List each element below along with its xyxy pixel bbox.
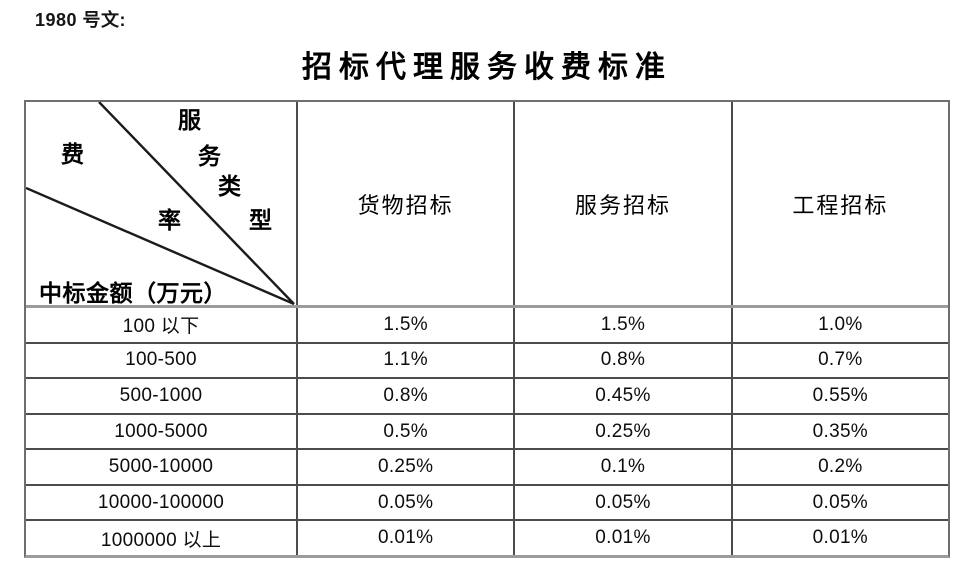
row-goods-cell: 1.5% (298, 308, 516, 342)
table-row: 10000-100000 0.05% 0.05% 0.05% (26, 485, 948, 522)
row-engineering-cell: 1.0% (818, 313, 863, 335)
row-engineering-cell: 0.2% (818, 456, 863, 478)
row-goods-cell: 0.5% (298, 414, 516, 449)
page-title: 招标代理服务收费标准 (302, 51, 672, 84)
row-service-cell: 0.1% (515, 450, 733, 484)
corner-fee-char-1: 费 (61, 142, 84, 167)
row-range-cell: 1000-5000 (26, 414, 298, 449)
column-header-engineering: 工程招标 (792, 192, 889, 218)
corner-service-char-1: 服 (178, 108, 201, 133)
row-service-cell: 1.5% (515, 308, 733, 342)
table-row: 100-500 1.1% 0.8% 0.7% (26, 343, 948, 380)
diagonal-divider-lines (26, 102, 295, 305)
row-engineering-cell: 0.7% (818, 349, 863, 371)
table-header-row: 费 率 服 务 类 型 中标金额（万元） 货物招标 服务招标 工程招标 (26, 102, 948, 308)
row-range-cell: 500-1000 (26, 379, 298, 413)
row-service-cell: 0.25% (515, 414, 733, 449)
corner-service-char-4: 型 (249, 208, 272, 233)
table-row: 5000-10000 0.25% 0.1% 0.2% (26, 450, 948, 486)
row-range-cell: 1000000 以上 (26, 521, 298, 556)
corner-row-axis-label: 中标金额（万元） (39, 281, 227, 305)
row-goods-cell: 1.1% (298, 343, 516, 378)
column-header-goods: 货物招标 (298, 102, 516, 305)
row-service-cell: 0.01% (515, 521, 733, 556)
row-service-cell: 0.05% (515, 485, 733, 520)
table-row: 1000000 以上 0.01% 0.01% 0.01% (26, 521, 948, 556)
row-service-cell: 0.45% (515, 379, 733, 413)
row-engineering-cell: 0.05% (812, 491, 868, 513)
table-row: 500-1000 0.8% 0.45% 0.55% (26, 379, 948, 415)
table-row: 1000-5000 0.5% 0.25% 0.35% (26, 414, 948, 451)
row-goods-cell: 0.01% (298, 521, 516, 556)
row-goods-cell: 0.25% (298, 450, 516, 484)
diagonal-header-cell: 费 率 服 务 类 型 中标金额（万元） (26, 102, 298, 305)
corner-service-char-3: 类 (218, 174, 241, 199)
corner-service-char-2: 务 (198, 144, 221, 169)
fee-table: 费 率 服 务 类 型 中标金额（万元） 货物招标 服务招标 工程招标 100 … (24, 100, 950, 558)
row-engineering-cell: 0.35% (812, 420, 868, 442)
row-service-cell: 0.8% (515, 343, 733, 378)
column-header-service: 服务招标 (515, 102, 733, 305)
row-goods-cell: 0.05% (298, 485, 516, 520)
corner-fee-char-2: 率 (158, 208, 181, 233)
row-engineering-cell: 0.55% (812, 384, 868, 406)
row-range-cell: 100-500 (26, 343, 298, 378)
row-engineering-cell: 0.01% (812, 527, 868, 549)
row-range-cell: 5000-10000 (26, 450, 298, 484)
row-range-cell: 100 以下 (26, 308, 298, 342)
table-row: 100 以下 1.5% 1.5% 1.0% (26, 308, 948, 344)
row-goods-cell: 0.8% (298, 379, 516, 413)
row-range-cell: 10000-100000 (26, 485, 298, 520)
doc-number-label: 1980 号文: (35, 10, 127, 30)
